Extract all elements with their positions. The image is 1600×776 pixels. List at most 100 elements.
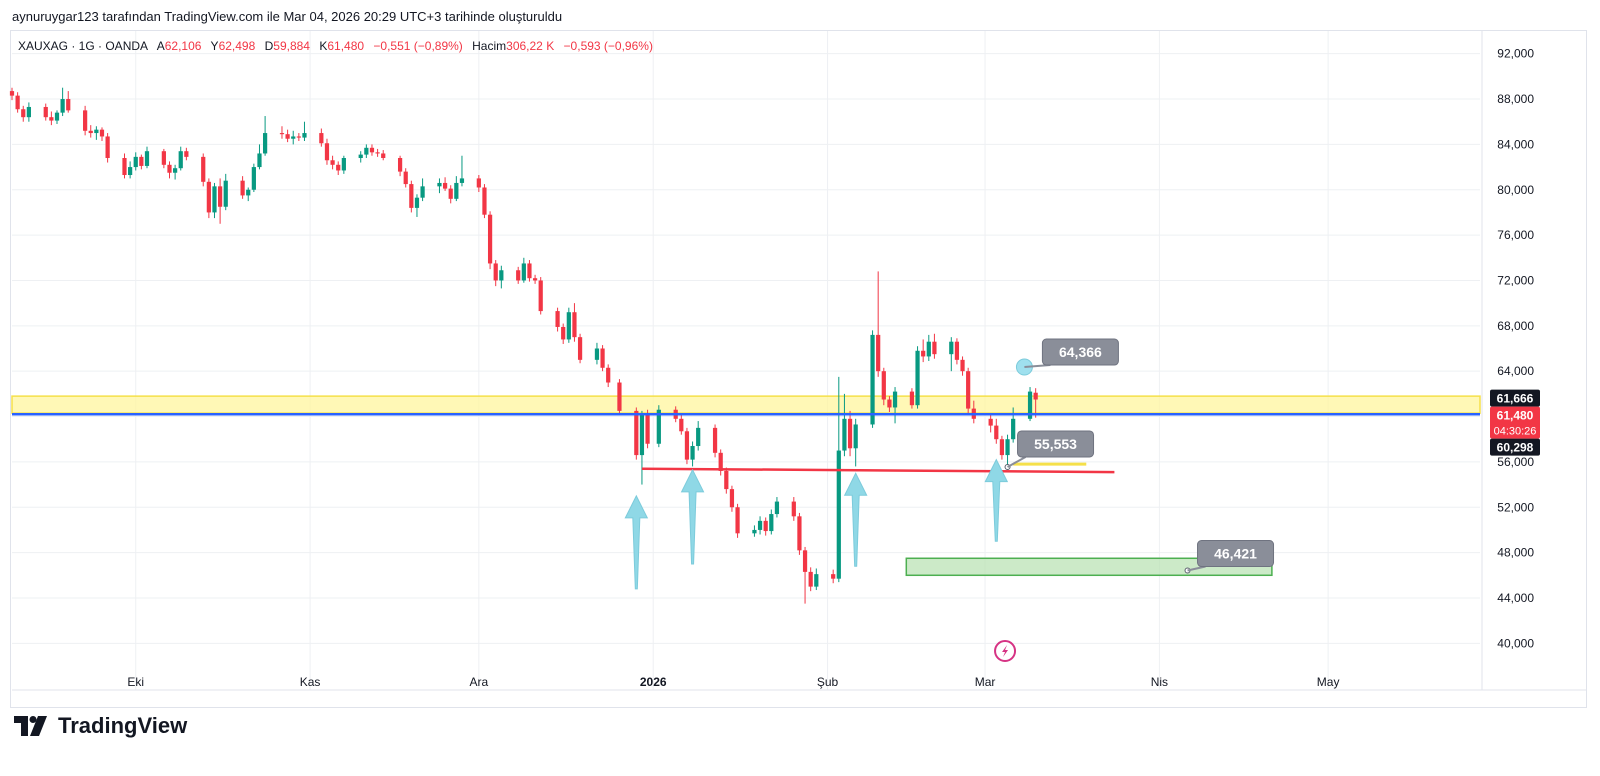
candle-body [757, 520, 763, 530]
candle-body [381, 153, 386, 158]
y-tick-label: 76,000 [1497, 228, 1534, 242]
grid-layer [12, 31, 1480, 690]
axis-price-text: 60,298 [1497, 441, 1534, 455]
y-tick-label: 40,000 [1497, 636, 1534, 650]
up-arrow [843, 472, 868, 567]
y-tick-label: 56,000 [1497, 455, 1534, 469]
candle-body [94, 129, 99, 134]
up-arrow [680, 468, 705, 565]
candle-body [656, 409, 661, 444]
low-value: 59,884 [273, 39, 310, 53]
candle-body [814, 574, 819, 587]
candle-body [454, 182, 459, 199]
candle-body [499, 270, 504, 281]
candle-body [122, 158, 127, 176]
candle-body [448, 188, 453, 199]
volume-change-value: −0,593 (−0,96%) [563, 39, 653, 53]
candle-body [403, 171, 408, 185]
candle-body [251, 167, 256, 190]
candle-body [572, 312, 577, 338]
candle-body [291, 136, 296, 139]
candle-body [1005, 439, 1010, 456]
candle-body [302, 133, 307, 138]
callout-text: 64,366 [1059, 344, 1102, 360]
candle-body [735, 507, 740, 534]
drawings-back-layer [11, 395, 1481, 577]
candle-body [178, 151, 183, 169]
candle-body [752, 529, 757, 534]
candle-body [217, 186, 223, 207]
high-value: 62,498 [218, 39, 256, 53]
candle-body [1033, 392, 1038, 400]
callout-box [1017, 430, 1095, 458]
y-tick-label: 84,000 [1497, 137, 1534, 151]
candle-body [617, 382, 622, 411]
candle-body [49, 117, 54, 121]
candle-body [763, 520, 768, 532]
candle-body [161, 151, 166, 165]
candle-body [285, 134, 290, 139]
candle-body [105, 136, 110, 158]
callout-box [1041, 338, 1119, 366]
candle-body [634, 410, 639, 456]
candle-body [932, 341, 937, 355]
candle-body [139, 156, 144, 166]
candle-body [375, 152, 380, 154]
up-arrow [984, 458, 1009, 542]
candle-body [994, 425, 999, 440]
x-tick-label: Şub [817, 675, 839, 689]
candle-body [774, 501, 780, 515]
high-label: Y [210, 39, 219, 53]
x-tick-label: Ara [469, 675, 488, 689]
candle-body [915, 350, 920, 406]
candle-body [724, 470, 729, 490]
y-tick-label: 92,000 [1497, 47, 1534, 61]
change-value: −0,551 (−0,89%) [373, 39, 463, 53]
axis-price-label [1490, 438, 1540, 456]
candle-body [43, 106, 48, 118]
candle-body [966, 371, 971, 409]
candle-body [66, 99, 71, 111]
candle-body [223, 180, 228, 207]
y-tick-label: 68,000 [1497, 319, 1534, 333]
open-value: 62,106 [164, 39, 202, 53]
candle-body [482, 187, 487, 215]
candle-body [769, 514, 774, 532]
candle-body [797, 516, 802, 551]
callout-pointer [1187, 565, 1206, 572]
callout-pointer [1007, 456, 1027, 468]
y-tick-label: 44,000 [1497, 591, 1534, 605]
candle-body [690, 446, 695, 460]
candle-body [246, 189, 251, 196]
candle-body [887, 399, 892, 408]
symbol-label[interactable]: XAUXAG · 1G · OANDA [18, 39, 149, 53]
candle-body [696, 427, 701, 447]
candle-body [836, 450, 841, 579]
candle-body [729, 489, 735, 508]
x-tick-label: Nis [1151, 675, 1168, 689]
x-tick-label: Eki [127, 675, 144, 689]
ohlc-legend: XAUXAG · 1G · OANDA A62,106 Y62,498 D59,… [18, 39, 659, 53]
volume-value: 306,22 K [506, 39, 555, 53]
callout-box [1197, 540, 1275, 568]
target-box [905, 557, 1273, 577]
candle-body [679, 418, 684, 432]
drawings-front-layer: 64,366 55,553 46,421 [12, 338, 1480, 662]
candle-body [594, 348, 600, 360]
candle-body [639, 414, 645, 456]
tradingview-brand[interactable]: TradingView [12, 712, 187, 740]
y-tick-label: 48,000 [1497, 546, 1534, 560]
y-tick-label: 64,000 [1497, 364, 1534, 378]
axis-countdown-text: 04:30:26 [1494, 426, 1537, 438]
brand-name: TradingView [58, 713, 188, 738]
volume-label: Hacim [472, 39, 507, 53]
candle-body [279, 133, 285, 135]
candle-body [99, 129, 105, 137]
axis-price-text: 61,480 [1497, 409, 1534, 423]
candle-body [892, 391, 898, 408]
candle-body [173, 168, 178, 173]
candle-body [1011, 418, 1016, 440]
candle-body [369, 147, 375, 153]
candle-body [257, 153, 262, 168]
